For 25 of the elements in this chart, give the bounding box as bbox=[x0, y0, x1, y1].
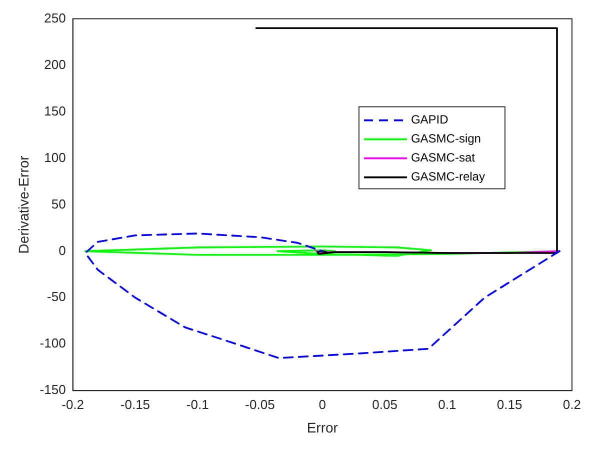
y-axis-title: Derivative-Error bbox=[15, 155, 32, 254]
y-tick-label: 150 bbox=[44, 103, 66, 118]
y-tick-label: 50 bbox=[51, 196, 66, 212]
legend-label: GASMC-sat bbox=[410, 150, 476, 165]
x-tick-label: -0.15 bbox=[120, 396, 150, 412]
x-tick-label: -0.2 bbox=[62, 396, 84, 412]
legend-label: GASMC-sign bbox=[410, 132, 481, 146]
y-tick-label: 200 bbox=[44, 56, 66, 72]
y-tick-label: 250 bbox=[44, 10, 66, 26]
y-tick-label: 100 bbox=[44, 150, 66, 165]
x-tick-label: 0 bbox=[318, 396, 326, 412]
x-tick-label: -0.05 bbox=[245, 396, 275, 412]
y-tick-label: -100 bbox=[40, 336, 66, 351]
legend-label: GAPID bbox=[410, 112, 449, 127]
y-tick-label: -150 bbox=[40, 382, 66, 398]
legend-label: GASMC-relay bbox=[410, 170, 485, 184]
x-tick-label: 0.1 bbox=[438, 396, 456, 412]
line-series bbox=[84, 232, 560, 359]
x-axis-title: Error bbox=[306, 419, 338, 436]
x-tick-label: 0.05 bbox=[372, 396, 398, 412]
y-tick-label: -50 bbox=[47, 289, 66, 304]
y-tick-label: 0 bbox=[58, 242, 66, 258]
x-tick-label: -0.1 bbox=[186, 396, 209, 412]
x-tick-label: 0.2 bbox=[562, 396, 582, 412]
x-tick-label: 0.15 bbox=[496, 396, 522, 412]
